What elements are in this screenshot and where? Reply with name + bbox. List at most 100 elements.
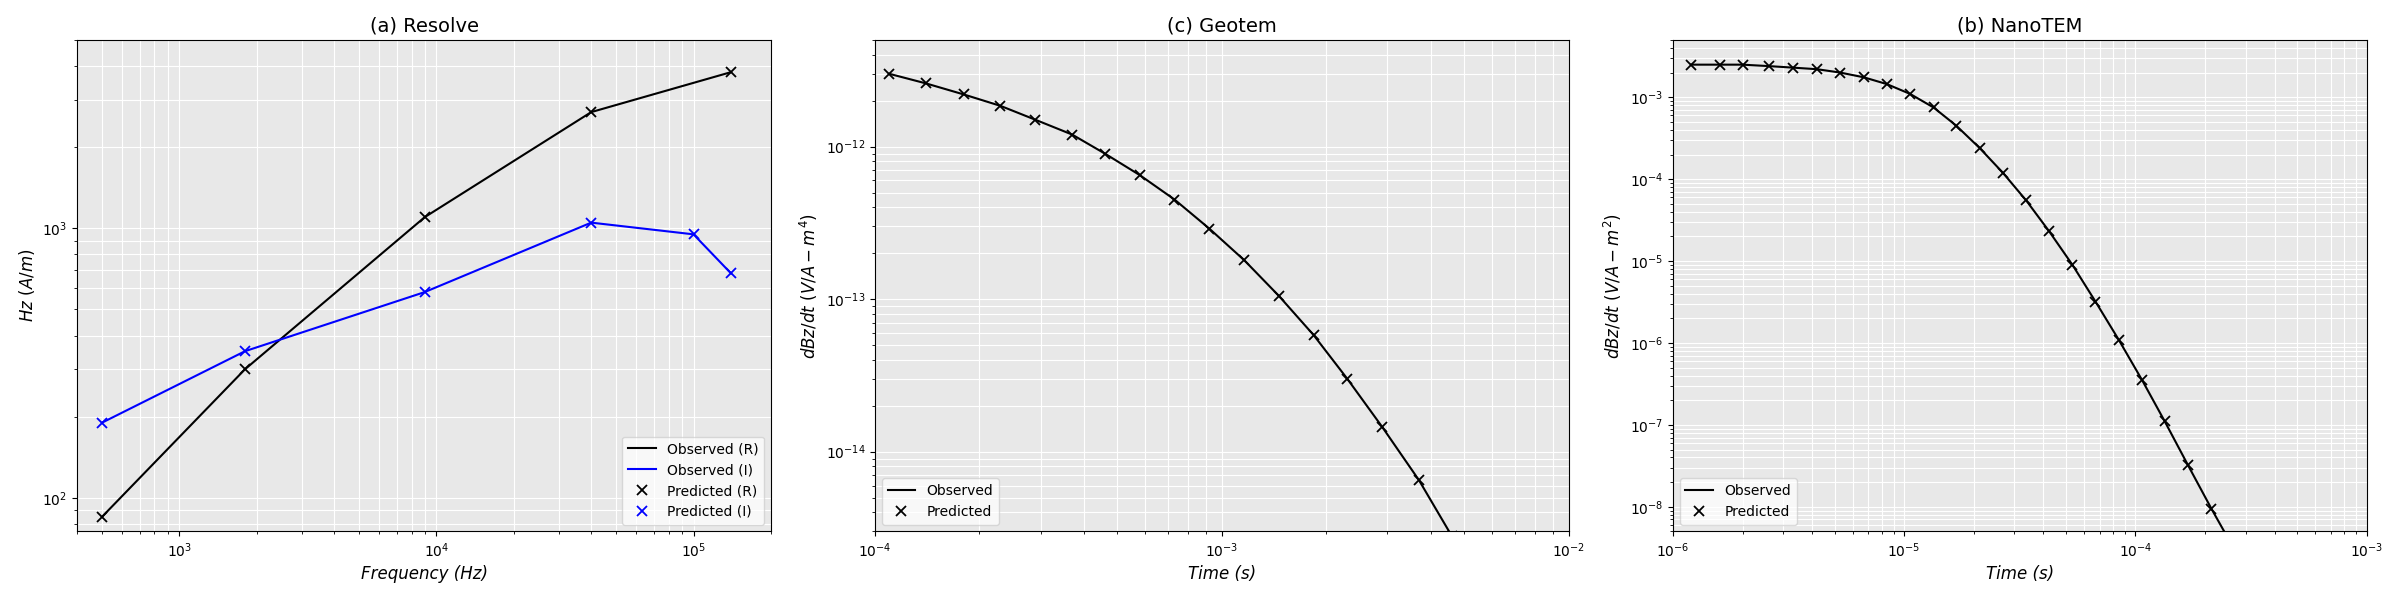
Predicted (I) (718, 270, 746, 277)
Predicted (1754, 62, 1783, 70)
Observed (1872, 80, 1901, 88)
Observed (1778, 64, 1807, 71)
Predicted (1020, 116, 1049, 124)
Observed (1802, 65, 1831, 73)
Line: Predicted: Predicted (886, 69, 1560, 600)
Predicted (1728, 61, 1757, 68)
Predicted (I) (679, 231, 708, 238)
Predicted (2244, 587, 2273, 594)
Observed (2196, 505, 2225, 512)
Observed (1754, 62, 1783, 70)
Line: Observed: Observed (890, 74, 1555, 600)
X-axis label: Frequency (Hz): Frequency (Hz) (360, 565, 487, 583)
Predicted (1896, 90, 1925, 97)
Predicted (I) (576, 219, 605, 226)
Predicted (I) (410, 289, 439, 296)
Observed (912, 80, 941, 87)
Observed (1020, 116, 1049, 124)
Title: (b) NanoTEM: (b) NanoTEM (1956, 17, 2083, 35)
Predicted (R) (718, 68, 746, 76)
Predicted (R) (89, 513, 118, 520)
Predicted (2174, 462, 2203, 469)
Observed (1942, 122, 1970, 129)
Predicted (2129, 377, 2158, 384)
Legend: Observed, Predicted: Observed, Predicted (1680, 478, 1798, 524)
Predicted (1332, 376, 1361, 383)
Title: (c) Geotem: (c) Geotem (1166, 17, 1277, 35)
Predicted (1159, 196, 1188, 203)
Predicted (1090, 150, 1118, 157)
Observed (1438, 532, 1466, 539)
Observed (1728, 61, 1757, 68)
Observed (1987, 169, 2016, 176)
Predicted (1966, 145, 1994, 152)
Predicted (2220, 546, 2249, 553)
Observed (I) (89, 419, 118, 426)
Line: Predicted: Predicted (1687, 60, 2354, 600)
Observed (1826, 69, 1855, 76)
Predicted (2150, 418, 2179, 425)
Predicted (1471, 595, 1500, 600)
Predicted (1126, 172, 1154, 179)
Observed (1920, 104, 1949, 111)
Predicted (1195, 225, 1224, 232)
Observed (2150, 418, 2179, 425)
Predicted (1802, 65, 1831, 73)
Observed (2244, 587, 2273, 594)
Predicted (1438, 532, 1466, 539)
Observed (R) (576, 109, 605, 116)
Observed (2035, 228, 2064, 235)
Observed (2174, 462, 2203, 469)
Predicted (2059, 261, 2088, 268)
Observed (2059, 261, 2088, 268)
Predicted (2011, 197, 2040, 204)
Predicted (948, 91, 977, 98)
Y-axis label: $dBz/dt\ (V/A-m^2)$: $dBz/dt\ (V/A-m^2)$ (1603, 213, 1625, 359)
Predicted (1942, 122, 1970, 129)
Predicted (1265, 292, 1294, 299)
Predicted (1706, 61, 1735, 68)
Predicted (912, 80, 941, 87)
Predicted (1920, 104, 1949, 111)
Title: (a) Resolve: (a) Resolve (370, 17, 478, 35)
Observed (2081, 298, 2110, 305)
Observed (R) (89, 513, 118, 520)
Observed (R) (718, 68, 746, 76)
Observed (1368, 424, 1397, 431)
Line: Observed (I): Observed (I) (103, 223, 732, 422)
Observed (1332, 376, 1361, 383)
Observed (1404, 476, 1433, 484)
Observed (I) (576, 219, 605, 226)
Observed (1896, 90, 1925, 97)
Predicted (1826, 69, 1855, 76)
Line: Observed (R): Observed (R) (103, 72, 732, 517)
Observed (1090, 150, 1118, 157)
Observed (1126, 172, 1154, 179)
Predicted (1850, 74, 1879, 81)
Observed (2220, 546, 2249, 553)
Legend: Observed (R), Observed (I), Predicted (R), Predicted (I): Observed (R), Observed (I), Predicted (R… (622, 437, 763, 524)
Observed (986, 102, 1015, 109)
Observed (2129, 377, 2158, 384)
Predicted (1987, 169, 2016, 176)
Predicted (1058, 131, 1087, 138)
Observed (2105, 336, 2134, 343)
Observed (876, 70, 905, 77)
Observed (2011, 197, 2040, 204)
Observed (1850, 74, 1879, 81)
Predicted (1778, 64, 1807, 71)
Predicted (2196, 505, 2225, 512)
Observed (1706, 61, 1735, 68)
Predicted (1368, 424, 1397, 431)
Observed (I) (230, 347, 259, 355)
Observed (I) (679, 231, 708, 238)
Observed (1471, 595, 1500, 600)
Line: Predicted (R): Predicted (R) (96, 67, 737, 521)
Observed (1678, 61, 1706, 68)
Y-axis label: $dBz/dt\ (V/A-m^4)$: $dBz/dt\ (V/A-m^4)$ (797, 213, 821, 359)
Observed (1265, 292, 1294, 299)
X-axis label: Time (s): Time (s) (1985, 565, 2054, 583)
Predicted (1298, 332, 1327, 339)
Observed (1058, 131, 1087, 138)
Predicted (2105, 336, 2134, 343)
